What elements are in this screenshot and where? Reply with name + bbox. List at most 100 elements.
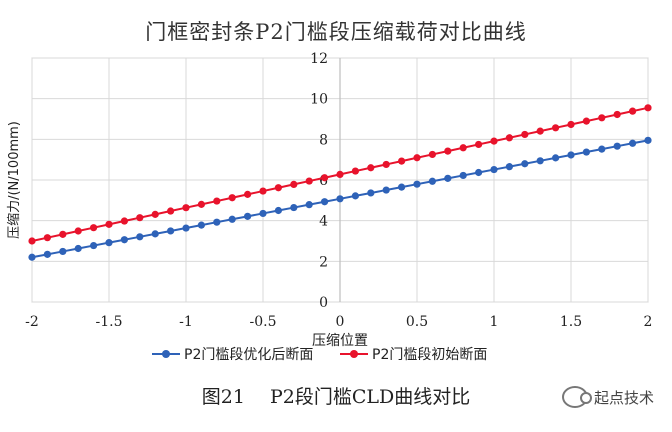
series-1-point	[582, 148, 591, 156]
series-2-point	[136, 214, 144, 222]
series-1-point	[444, 174, 452, 182]
series-2-point	[475, 140, 483, 149]
series-2-point	[213, 197, 221, 205]
legend-label-2: P2门槛段初始断面	[372, 346, 487, 363]
series-1-point	[598, 145, 606, 153]
series-1-point	[90, 241, 98, 250]
series-1-point	[505, 163, 513, 171]
x-tick-label: -1.5	[96, 314, 123, 330]
series-2-point	[28, 237, 36, 245]
x-tick-label: 0.5	[406, 314, 428, 330]
x-tick-label: -1	[179, 314, 193, 330]
series-1-point	[459, 171, 467, 180]
x-tick-label: -2	[25, 314, 39, 330]
series-2-point	[567, 120, 575, 129]
series-1-point	[629, 139, 637, 147]
series-2-point	[598, 114, 606, 122]
series-2-point	[90, 224, 98, 232]
series-2-point	[444, 147, 452, 155]
x-tick-label: 1.5	[560, 314, 582, 330]
series-1-point	[28, 253, 36, 261]
chart: 024681012-2-1.5-1-0.500.511.52压缩位置压缩力/(N…	[6, 51, 653, 363]
series-2-point	[74, 227, 82, 235]
series-2-point	[274, 184, 282, 192]
series-1-point	[613, 142, 621, 150]
y-tick-label: 2	[319, 254, 328, 270]
series-2-point	[536, 127, 544, 135]
series-2-point	[197, 200, 205, 208]
series-2-point	[228, 194, 236, 202]
series-1-point	[74, 244, 82, 253]
x-tick-label: 1	[490, 314, 499, 330]
chart-title: 门框密封条P2门槛段压缩载荷对比曲线	[145, 20, 527, 44]
series-1-point	[305, 201, 313, 209]
series-1-point	[521, 160, 529, 168]
series-1-point	[475, 168, 483, 177]
x-tick-label: 2	[644, 314, 653, 330]
legend-label-1: P2门槛段优化后断面	[184, 347, 313, 363]
series-2-point	[382, 160, 390, 169]
series-1-point	[398, 183, 406, 191]
series-2-point	[167, 207, 175, 215]
series-2-point	[644, 104, 652, 112]
watermark-text: 起点技术	[593, 388, 654, 407]
series-1-point	[197, 221, 205, 229]
series-1-point	[382, 186, 390, 194]
series-1-point	[490, 165, 498, 174]
series-1-point	[644, 136, 652, 144]
series-2-point	[428, 150, 436, 159]
series-1-point	[259, 209, 267, 218]
series-2-point	[413, 154, 421, 162]
y-tick-label: 4	[319, 214, 328, 230]
series-2-point	[290, 180, 298, 188]
series-1-point	[182, 224, 190, 232]
series-1-point	[167, 227, 175, 235]
series-2-point	[490, 137, 498, 145]
series-2-point	[244, 190, 252, 198]
series-2-point	[305, 177, 313, 185]
y-tick-label: 8	[319, 132, 328, 148]
series-1-point	[136, 233, 144, 241]
x-tick-label: 0	[336, 314, 345, 330]
legend-marker-1	[162, 350, 170, 358]
series-2-point	[459, 144, 467, 152]
series-1-point	[552, 154, 560, 162]
series-1-point	[428, 177, 436, 185]
series-2-point	[505, 134, 513, 142]
series-2-point	[521, 130, 529, 139]
wechat-icon	[561, 386, 592, 408]
series-2-point	[59, 230, 67, 238]
series-2-point	[398, 157, 406, 165]
series-1-point	[244, 212, 252, 220]
series-1-point	[567, 151, 575, 159]
y-tick-label: 10	[310, 92, 328, 108]
x-tick-label: -0.5	[250, 314, 277, 330]
series-2-point	[336, 170, 344, 179]
series-2-point	[351, 167, 359, 175]
series-2-point	[367, 164, 375, 172]
watermark: 起点技术	[561, 386, 654, 408]
series-2-point	[582, 117, 591, 125]
series-2-point	[259, 187, 267, 195]
series-1-point	[536, 157, 544, 165]
series-1-point	[43, 250, 52, 258]
series-2-point	[151, 210, 159, 218]
series-1-point	[290, 203, 298, 212]
y-tick-label: 0	[319, 295, 328, 311]
series-2-point	[182, 204, 190, 212]
series-2-point	[629, 107, 637, 115]
series-1-point	[213, 218, 221, 226]
y-tick-label: 12	[310, 51, 328, 67]
x-axis-label: 压缩位置	[312, 333, 368, 349]
series-1-point	[367, 189, 375, 197]
series-1-point	[151, 230, 159, 238]
series-2-point	[43, 234, 52, 242]
series-1-point	[274, 206, 282, 215]
series-2-point	[120, 217, 128, 225]
legend-marker-2	[350, 350, 358, 358]
series-2-point	[552, 124, 560, 132]
series-1-point	[120, 236, 128, 244]
figure-caption: 图21 P2段门槛CLD曲线对比	[201, 386, 471, 408]
series-1-point	[59, 247, 67, 256]
series-1-point	[336, 195, 344, 203]
